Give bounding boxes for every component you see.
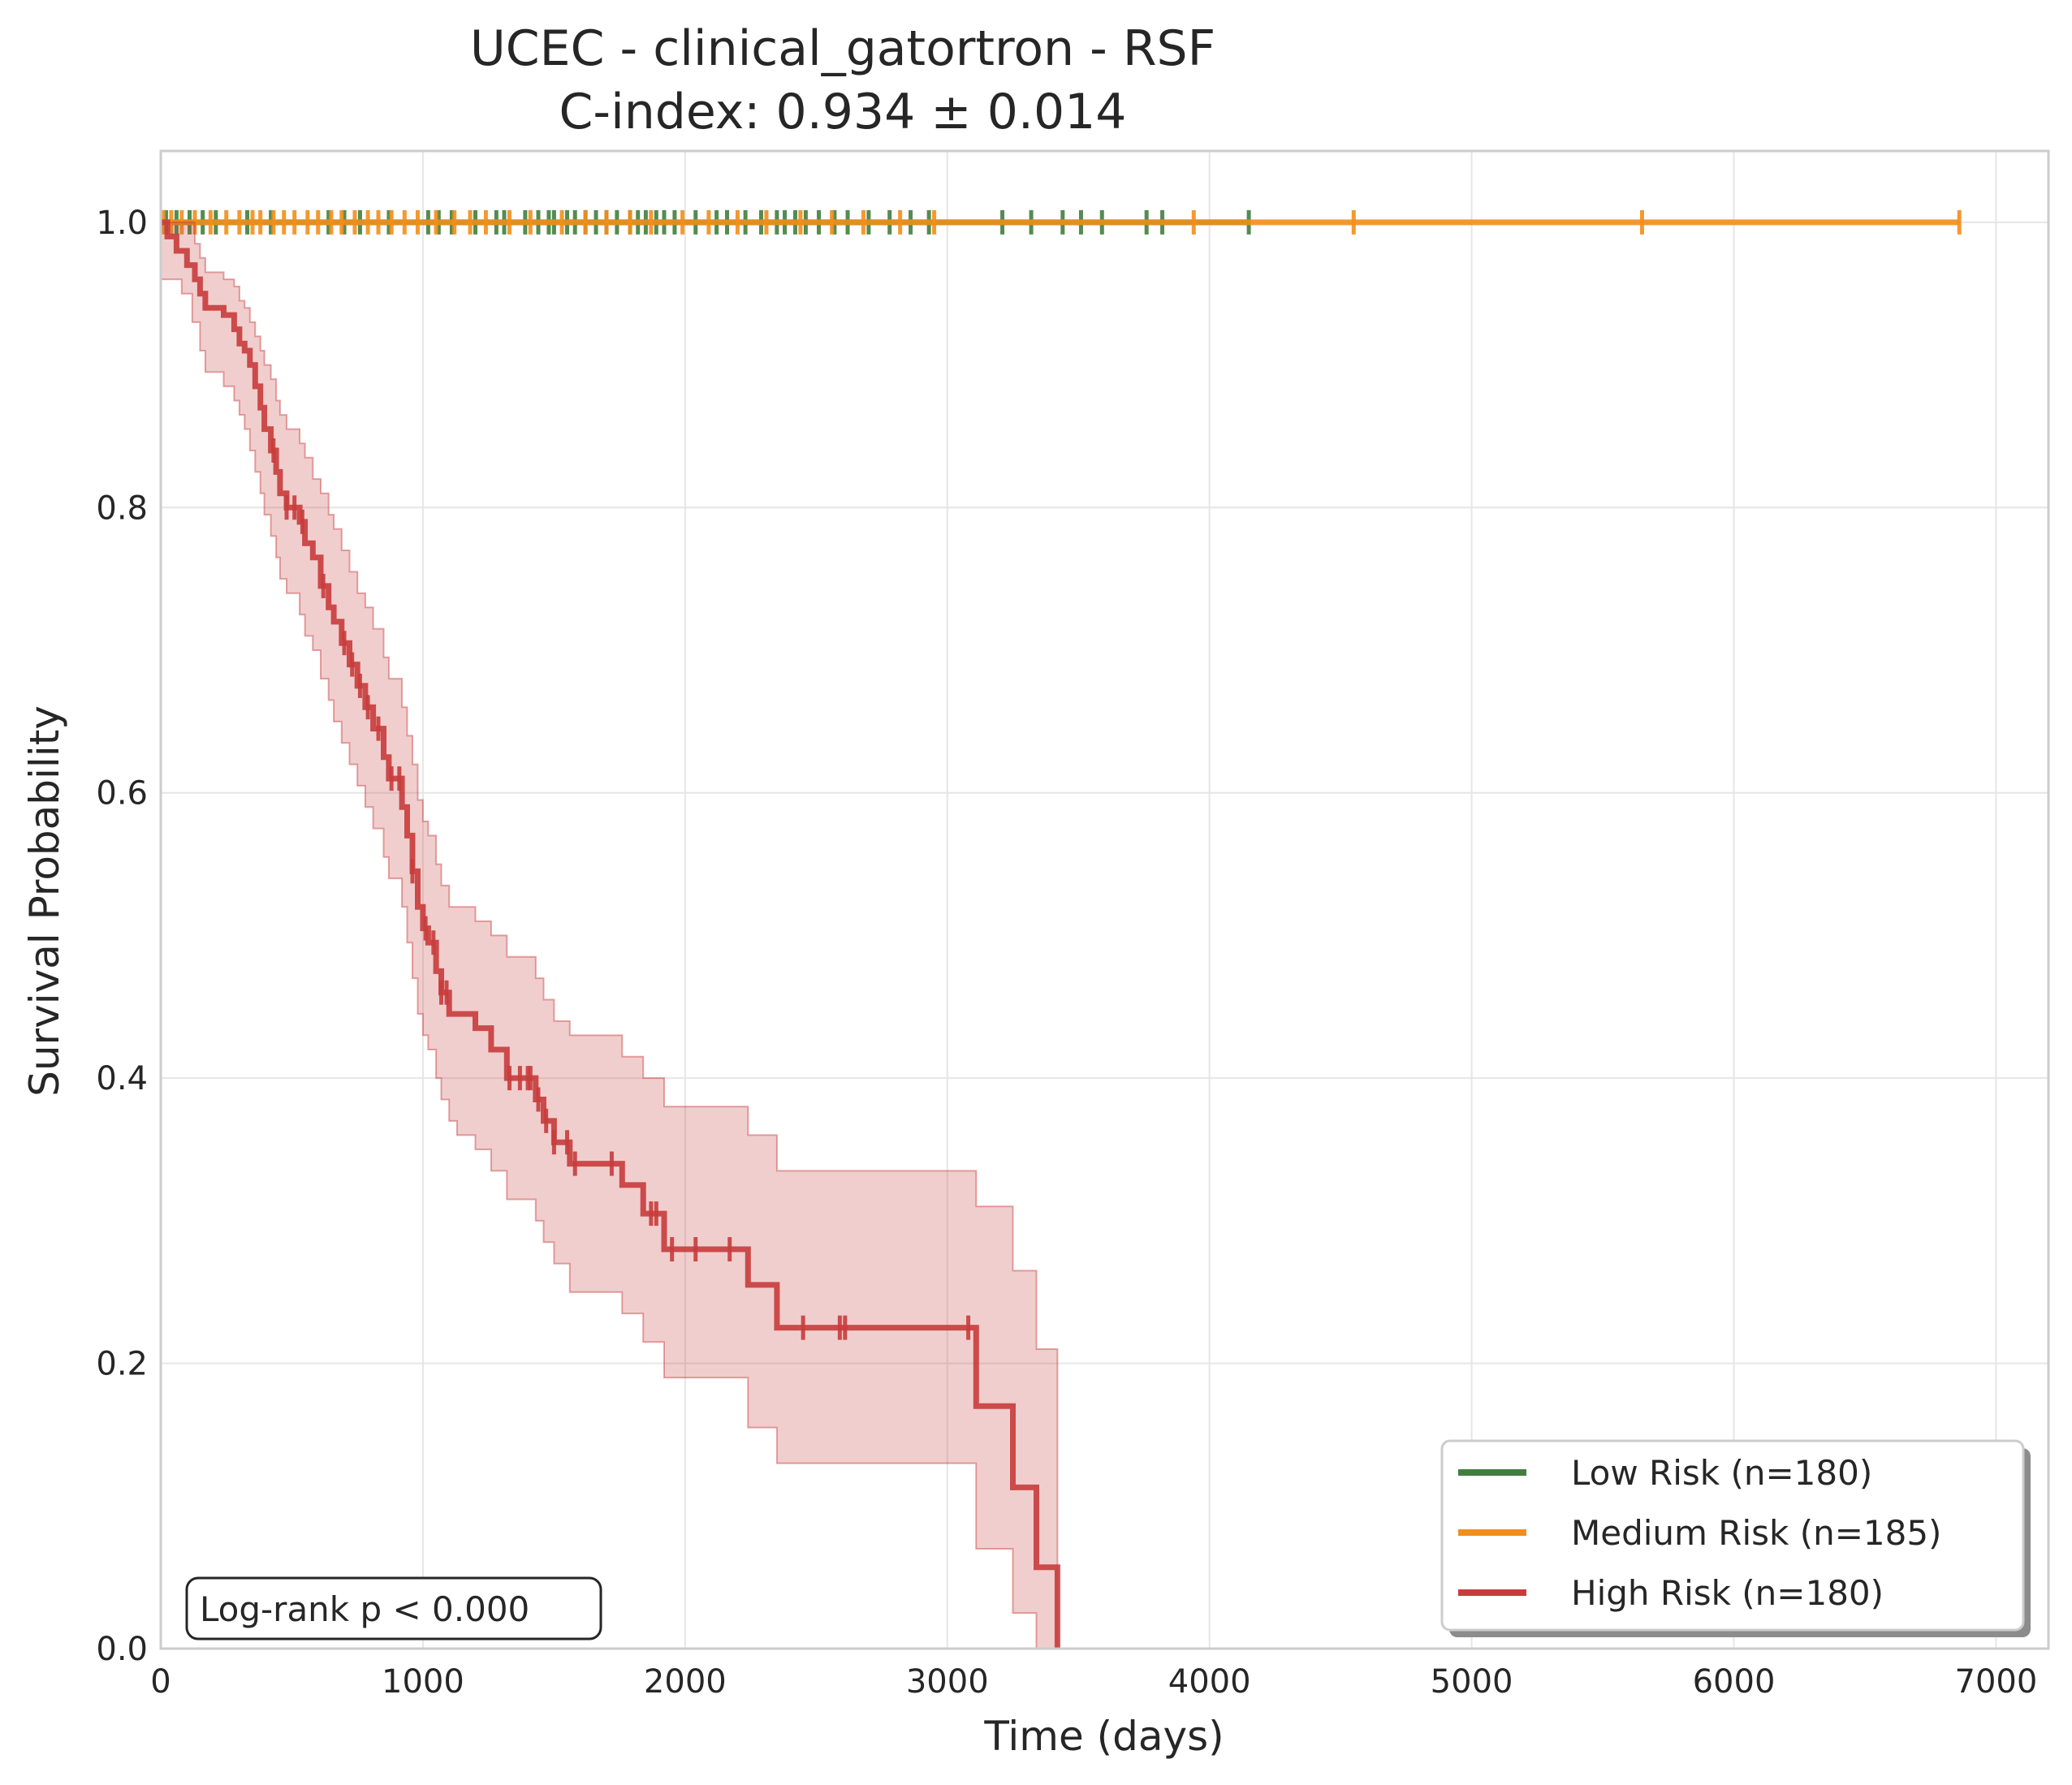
series-layer: [160, 209, 1962, 1649]
series-2: [160, 219, 1060, 1649]
x-tick-label: 5000: [1431, 1663, 1513, 1701]
x-tick-label: 2000: [644, 1663, 727, 1701]
x-tick-label: 0: [150, 1663, 171, 1701]
survival-curve: [161, 219, 1060, 1649]
logrank-annotation: Log-rank p < 0.000: [185, 1576, 602, 1641]
annotation-box: [185, 1576, 602, 1641]
legend-items: Low Risk (n=180) Medium Risk (n=185) High …: [1458, 1453, 1941, 1613]
plot-frame: [159, 149, 2050, 1650]
y-tick-label: 1.0: [96, 205, 148, 242]
confidence-band: [160, 221, 1059, 1649]
legend-box: [1440, 1439, 2025, 1632]
legend-label: High Risk (n=180): [1571, 1573, 1884, 1613]
y-axis-label: Survival Probability: [21, 705, 68, 1097]
legend-label: Medium Risk (n=185): [1571, 1513, 1941, 1553]
x-tick-label: 4000: [1168, 1663, 1251, 1701]
x-axis-ticks: 0 1000 2000 3000 4000 5000 6000 7000: [150, 1663, 2037, 1701]
chart-title: UCEC - clinical_gatortron - RSF: [470, 20, 1215, 77]
legend-label: Low Risk (n=180): [1571, 1453, 1872, 1493]
y-tick-label: 0.0: [96, 1631, 148, 1668]
chart-subtitle: C-index: 0.934 ± 0.014: [559, 84, 1127, 140]
x-tick-label: 7000: [1955, 1663, 2038, 1701]
x-axis-label: Time (days): [983, 1713, 1224, 1760]
series-1: [161, 209, 1962, 235]
x-tick-label: 1000: [382, 1663, 464, 1701]
y-tick-label: 0.8: [96, 489, 148, 527]
y-tick-label: 0.2: [96, 1346, 148, 1383]
y-axis-ticks: 0.0 0.2 0.4 0.6 0.8 1.0: [96, 205, 148, 1668]
y-tick-label: 0.6: [96, 775, 148, 813]
annotation-text: Log-rank p < 0.000: [200, 1589, 529, 1629]
y-tick-label: 0.4: [96, 1060, 148, 1097]
x-tick-label: 6000: [1693, 1663, 1776, 1701]
x-tick-label: 3000: [906, 1663, 989, 1701]
legend: Low Risk (n=180) Medium Risk (n=185) High …: [1440, 1439, 2031, 1637]
